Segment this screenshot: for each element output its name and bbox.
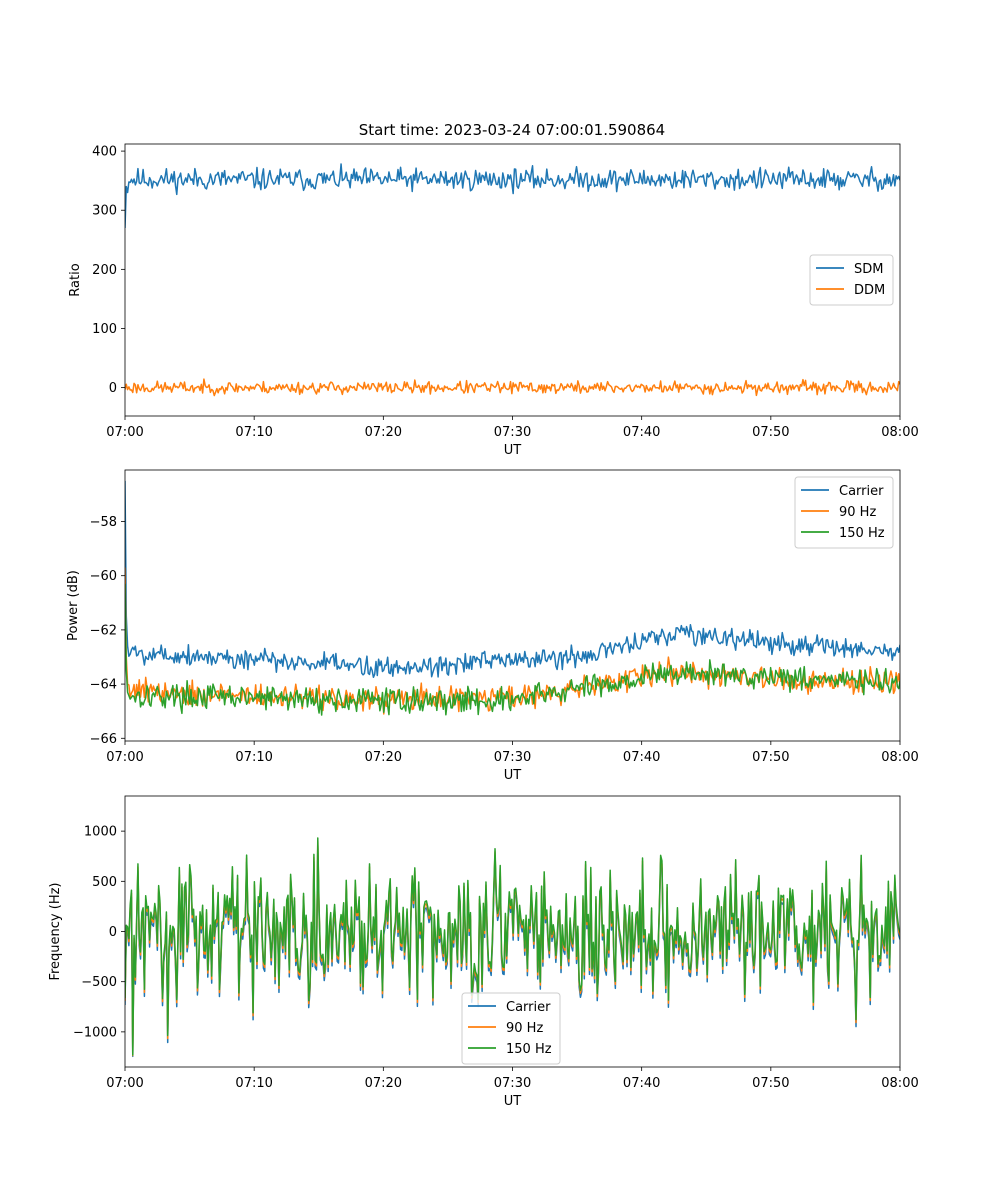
series-line-ddm [125,378,900,397]
x-tick-label: 07:00 [106,1076,143,1091]
x-tick-label: 07:40 [623,1076,660,1091]
series-lines [125,480,900,716]
y-axis-label: Ratio [68,263,83,296]
y-tick-label: 200 [92,263,117,278]
legend-label: DDM [854,283,885,298]
y-tick-label: −62 [90,623,117,638]
x-tick-label: 07:10 [235,750,272,765]
x-tick-label: 07:20 [365,750,402,765]
plot-frame [124,795,901,1068]
series-line-carrier [125,480,900,679]
legend-label: 150 Hz [506,1042,552,1057]
y-tick-label: 500 [92,875,117,890]
x-tick-label: 07:00 [106,425,143,440]
y-tick-label: −500 [81,975,117,990]
chart-title: Start time: 2023-03-24 07:00:01.590864 [359,121,665,139]
plot-frame [124,143,901,417]
y-tick-label: 0 [109,925,117,940]
y-axis-label: Power (dB) [66,570,81,641]
x-tick-label: 07:20 [365,1076,402,1091]
legend-box [794,476,894,549]
chart-panel-3: 07:00 07:10 07:20 07:30 07:40 07:50 08:00 −1000… [48,795,919,1109]
x-tick-label: 07:50 [752,750,789,765]
legend-label: 150 Hz [839,526,885,541]
x-tick-label: 08:00 [881,1076,918,1091]
legend-label: Carrier [839,484,884,499]
legend-label: 90 Hz [839,505,876,520]
x-tick-label: 07:40 [623,750,660,765]
x-tick-label: 08:00 [881,425,918,440]
legend: Carrier 90 Hz 150 Hz [461,992,561,1065]
y-tick-label: 100 [92,322,117,337]
x-tick-label: 07:40 [623,425,660,440]
legend-label: 90 Hz [506,1021,543,1036]
y-tick-label: −66 [90,732,117,747]
x-tick-label: 07:30 [494,1076,531,1091]
legend-label: Carrier [506,1000,551,1015]
x-axis-label: UT [504,443,522,458]
plot-frame [124,469,901,742]
x-axis-label: UT [504,1094,522,1109]
series-lines [125,163,900,397]
x-tick-label: 07:10 [235,1076,272,1091]
y-tick-label: −58 [90,515,117,530]
legend: SDM DDM [809,254,894,306]
x-tick-label: 07:00 [106,750,143,765]
legend-box [461,992,561,1065]
series-line-sdm [125,163,900,228]
y-tick-label: −64 [90,678,117,693]
y-tick-label: 400 [92,145,117,160]
series-line-150-hz [125,837,900,1056]
x-tick-label: 07:20 [365,425,402,440]
series-lines [125,837,900,1058]
x-tick-label: 07:30 [494,750,531,765]
chart-panel-1: 07:00 07:10 07:20 07:30 07:40 07:50 08:00 0 100 2… [68,143,919,458]
x-tick-label: 07:10 [235,425,272,440]
y-tick-label: 0 [109,381,117,396]
y-tick-label: 1000 [84,825,117,840]
x-axis-label: UT [504,768,522,783]
panels: 07:00 07:10 07:20 07:30 07:40 07:50 08:00 0 100 2… [48,143,919,1109]
x-tick-label: 07:50 [752,425,789,440]
y-tick-label: −1000 [73,1025,117,1040]
x-tick-label: 08:00 [881,750,918,765]
legend-label: SDM [854,262,883,277]
y-tick-label: 300 [92,204,117,219]
x-tick-label: 07:30 [494,425,531,440]
series-line-150-hz [125,583,900,716]
y-tick-label: −60 [90,569,117,584]
x-tick-label: 07:50 [752,1076,789,1091]
chart-panel-2: 07:00 07:10 07:20 07:30 07:40 07:50 08:00 −66 −6… [66,469,919,783]
y-axis-label: Frequency (Hz) [48,882,63,980]
legend: Carrier 90 Hz 150 Hz [794,476,894,549]
